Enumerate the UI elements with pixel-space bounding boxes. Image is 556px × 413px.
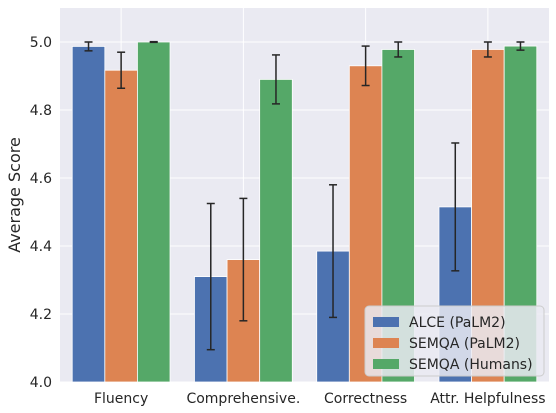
legend-swatch	[373, 359, 399, 369]
y-tick-label: 4.6	[30, 171, 52, 187]
bar	[259, 79, 293, 383]
error-bars	[84, 40, 525, 351]
x-tick-label: Fluency	[94, 391, 148, 407]
legend-label: ALCE (PaLM2)	[409, 315, 506, 331]
legend: ALCE (PaLM2) SEMQA (PaLM2) SEMQA (Humans)	[364, 305, 545, 377]
x-tick-label: Comprehensive.	[186, 391, 300, 407]
legend-swatch	[373, 338, 399, 348]
y-tick-label: 4.4	[30, 239, 52, 255]
legend-label: SEMQA (PaLM2)	[409, 336, 520, 352]
x-tick-label: Attr. Helpfulness	[430, 391, 545, 407]
bar	[71, 46, 106, 383]
y-tick-label: 4.2	[30, 307, 52, 323]
y-tick-label: 4.0	[30, 375, 52, 391]
bar	[104, 69, 138, 383]
x-tick-labels: Fluency Comprehensive. Correctness Attr. He…	[94, 391, 546, 407]
legend-label: SEMQA (Humans)	[409, 357, 533, 373]
legend-box	[364, 305, 545, 377]
y-tick-label: 4.8	[30, 103, 52, 119]
bar	[137, 41, 171, 383]
x-tick-label: Correctness	[324, 391, 407, 407]
y-tick-label: 5.0	[30, 35, 52, 51]
y-axis-label: Average Score	[5, 137, 24, 253]
legend-swatch	[373, 317, 399, 327]
y-tick-labels: 4.0 4.2 4.4 4.6 4.8 5.0	[30, 35, 52, 391]
